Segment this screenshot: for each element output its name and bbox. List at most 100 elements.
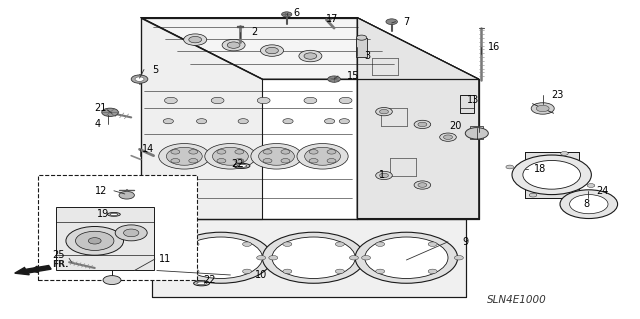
Circle shape xyxy=(282,12,292,17)
Circle shape xyxy=(283,119,293,124)
Circle shape xyxy=(217,150,226,154)
Circle shape xyxy=(444,135,452,139)
Ellipse shape xyxy=(108,212,120,216)
Text: 21: 21 xyxy=(95,103,107,113)
Circle shape xyxy=(283,269,292,274)
Text: 23: 23 xyxy=(552,90,564,100)
Circle shape xyxy=(131,75,148,83)
Circle shape xyxy=(327,150,336,154)
Circle shape xyxy=(257,97,270,104)
Circle shape xyxy=(531,103,554,114)
Circle shape xyxy=(243,242,252,246)
Circle shape xyxy=(376,108,392,116)
Text: 14: 14 xyxy=(142,144,154,154)
Ellipse shape xyxy=(110,213,118,216)
Circle shape xyxy=(356,35,367,40)
Circle shape xyxy=(190,269,199,274)
Circle shape xyxy=(512,155,591,195)
Circle shape xyxy=(189,150,198,154)
Circle shape xyxy=(281,159,290,163)
Circle shape xyxy=(212,147,248,165)
Circle shape xyxy=(88,238,101,244)
Text: 9: 9 xyxy=(462,237,468,247)
Bar xyxy=(460,95,474,113)
Circle shape xyxy=(103,276,121,285)
Text: 10: 10 xyxy=(255,270,267,280)
Circle shape xyxy=(166,147,202,165)
Circle shape xyxy=(171,150,180,154)
Circle shape xyxy=(124,229,139,237)
Circle shape xyxy=(380,173,388,178)
Ellipse shape xyxy=(197,282,206,285)
Circle shape xyxy=(189,36,202,43)
Circle shape xyxy=(386,19,397,25)
Circle shape xyxy=(339,97,352,104)
Circle shape xyxy=(170,232,272,283)
Circle shape xyxy=(380,109,388,114)
Circle shape xyxy=(465,128,488,139)
Circle shape xyxy=(211,97,224,104)
Text: 11: 11 xyxy=(159,254,171,264)
Circle shape xyxy=(362,256,371,260)
Ellipse shape xyxy=(237,165,247,167)
Text: 2: 2 xyxy=(251,27,257,37)
Text: 22: 22 xyxy=(204,275,216,285)
Circle shape xyxy=(335,269,344,274)
Circle shape xyxy=(238,119,248,124)
Circle shape xyxy=(164,97,177,104)
Circle shape xyxy=(506,165,513,169)
Circle shape xyxy=(414,181,431,189)
Circle shape xyxy=(304,53,317,59)
Ellipse shape xyxy=(234,163,250,168)
Circle shape xyxy=(222,39,245,51)
Circle shape xyxy=(159,144,210,169)
Circle shape xyxy=(217,159,226,163)
Ellipse shape xyxy=(193,281,210,286)
Circle shape xyxy=(260,45,284,56)
Circle shape xyxy=(66,226,124,255)
Text: 20: 20 xyxy=(449,121,461,131)
Circle shape xyxy=(570,195,608,214)
Circle shape xyxy=(235,159,244,163)
Circle shape xyxy=(299,50,322,62)
Circle shape xyxy=(235,150,244,154)
Circle shape xyxy=(309,159,318,163)
Circle shape xyxy=(365,237,448,278)
Bar xyxy=(356,38,367,57)
Circle shape xyxy=(309,150,318,154)
Text: 24: 24 xyxy=(596,186,609,196)
Polygon shape xyxy=(152,219,466,297)
Circle shape xyxy=(454,256,463,260)
Text: 8: 8 xyxy=(584,199,590,209)
Circle shape xyxy=(164,256,173,260)
Circle shape xyxy=(414,120,431,129)
Circle shape xyxy=(189,159,198,163)
Polygon shape xyxy=(141,18,262,219)
Polygon shape xyxy=(56,207,154,270)
Circle shape xyxy=(536,105,549,112)
Bar xyxy=(38,175,197,280)
Circle shape xyxy=(171,159,180,163)
Polygon shape xyxy=(357,18,479,219)
Circle shape xyxy=(376,242,385,246)
Text: 4: 4 xyxy=(95,119,101,130)
Circle shape xyxy=(243,269,252,274)
Circle shape xyxy=(251,144,302,169)
Circle shape xyxy=(349,256,358,260)
Text: 1: 1 xyxy=(379,170,385,180)
Circle shape xyxy=(440,133,456,141)
Circle shape xyxy=(227,42,240,48)
Text: SLN4E1000: SLN4E1000 xyxy=(487,295,547,306)
Text: 17: 17 xyxy=(326,13,339,24)
Text: 18: 18 xyxy=(534,164,547,174)
Text: 16: 16 xyxy=(488,42,500,52)
Circle shape xyxy=(418,122,427,127)
Circle shape xyxy=(266,48,278,54)
Circle shape xyxy=(304,97,317,104)
Circle shape xyxy=(339,119,349,124)
Text: 25: 25 xyxy=(52,250,65,260)
Circle shape xyxy=(523,160,580,189)
Circle shape xyxy=(324,119,335,124)
Circle shape xyxy=(190,242,199,246)
FancyArrow shape xyxy=(15,265,51,275)
